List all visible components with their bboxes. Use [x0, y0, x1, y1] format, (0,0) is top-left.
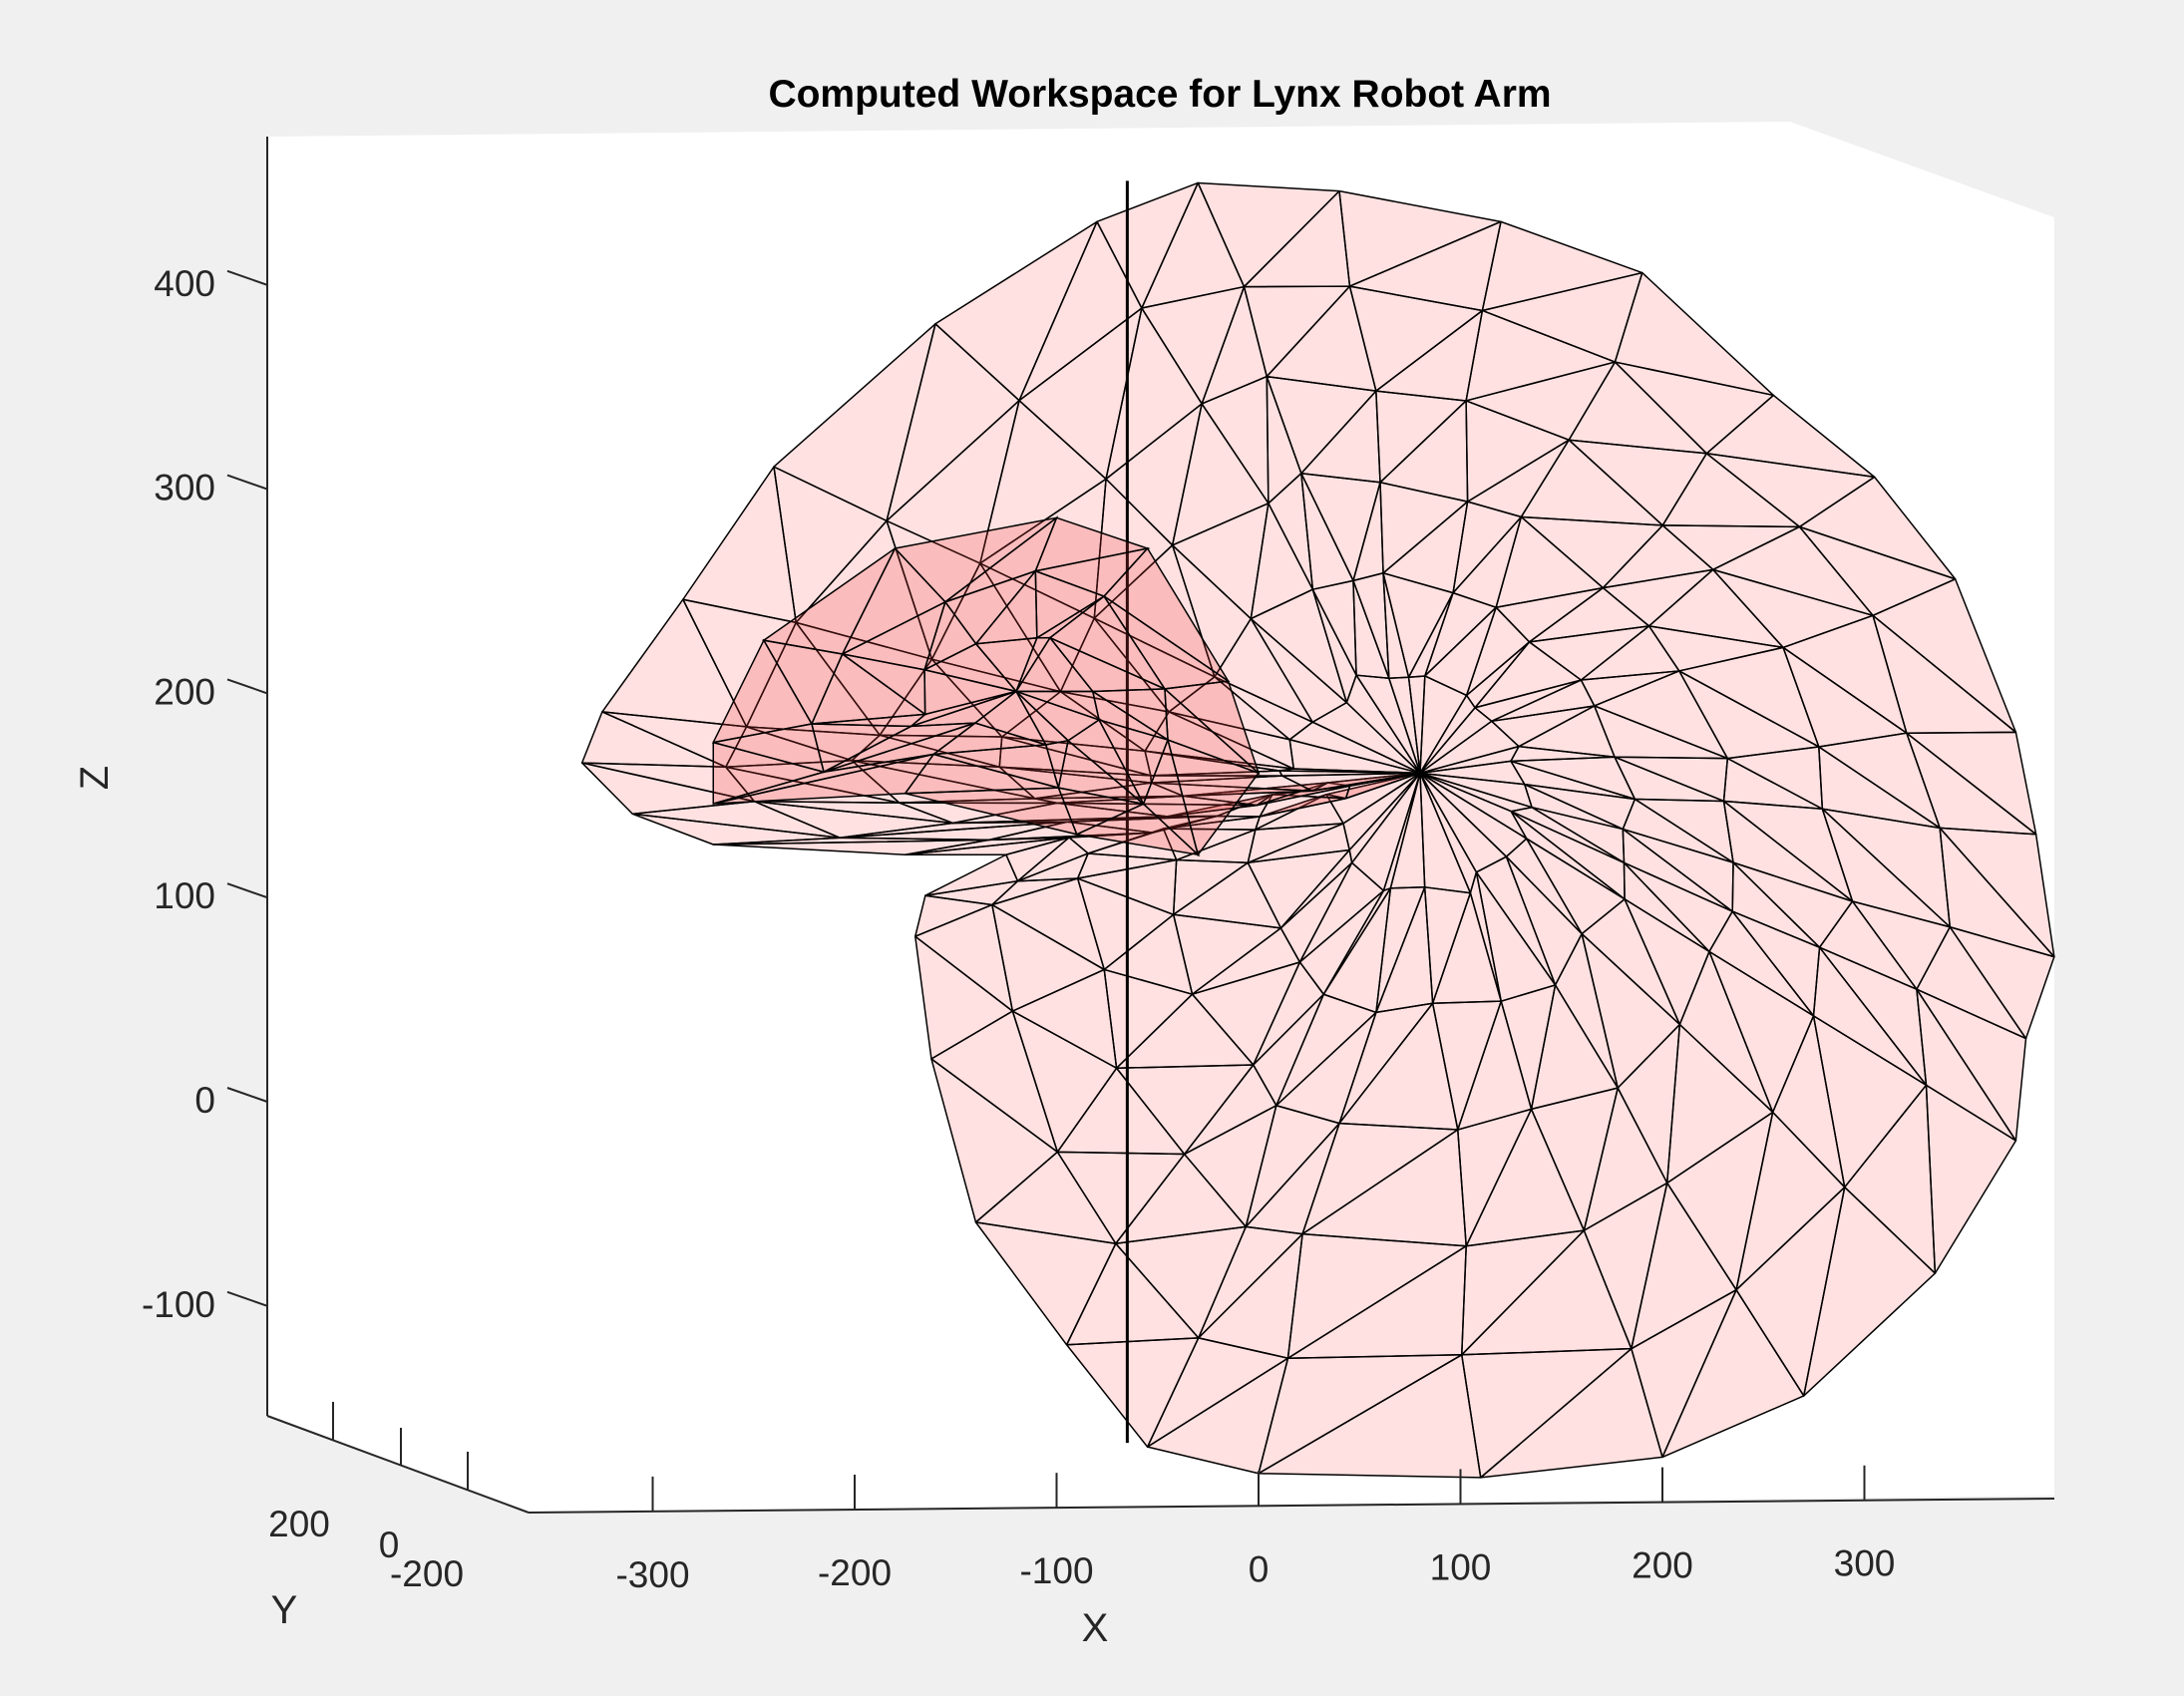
y-axis-line — [266, 1415, 530, 1514]
x-tick-label: 0 — [1249, 1548, 1270, 1589]
z-tick-label: 0 — [194, 1080, 215, 1121]
z-tick — [226, 882, 268, 899]
x-ticks: -300 -200 -100 0 100 200 300 — [615, 1465, 1896, 1595]
z-tick — [226, 1087, 268, 1103]
y-tick-label: -200 — [390, 1553, 464, 1594]
axes — [266, 137, 2055, 1514]
z-tick-label: 200 — [154, 671, 215, 712]
z-tick — [226, 678, 268, 695]
mesh-triangle — [601, 711, 748, 768]
x-tick-label: -300 — [615, 1554, 689, 1595]
z-tick — [226, 269, 268, 286]
z-ticks: 400 300 200 100 0 -100 — [142, 263, 268, 1325]
y-tick-label: 0 — [379, 1525, 400, 1565]
mesh-triangle — [811, 713, 927, 728]
x-tick-label: -200 — [818, 1552, 892, 1593]
x-axis-label: X — [1082, 1606, 1109, 1650]
y-axis-label: Y — [271, 1588, 298, 1632]
z-tick-label: -100 — [142, 1284, 215, 1325]
inner-workspace-surface — [711, 515, 1261, 857]
y-tick-label: 200 — [268, 1504, 330, 1544]
z-axis-label: Z — [73, 766, 117, 790]
x-tick-label: 300 — [1834, 1543, 1896, 1584]
x-tick-label: -100 — [1019, 1550, 1093, 1591]
z-tick-label: 400 — [154, 263, 215, 304]
z-tick-label: 100 — [154, 875, 215, 916]
x-axis-line — [528, 1498, 2055, 1514]
z-tick — [226, 1290, 268, 1307]
y-ticks: 200 0-200 — [268, 1402, 469, 1594]
mesh-triangle — [879, 734, 1003, 768]
workspace-surface — [580, 180, 2055, 1479]
x-tick-label: 200 — [1632, 1545, 1693, 1586]
mesh-triangle — [1000, 736, 1152, 777]
mesh-triangle — [713, 723, 826, 774]
chart-title: Computed Workspace for Lynx Robot Arm — [768, 73, 1551, 116]
x-tick-label: 100 — [1430, 1546, 1492, 1587]
z-tick — [226, 474, 268, 491]
z-tick-label: 300 — [154, 468, 215, 509]
